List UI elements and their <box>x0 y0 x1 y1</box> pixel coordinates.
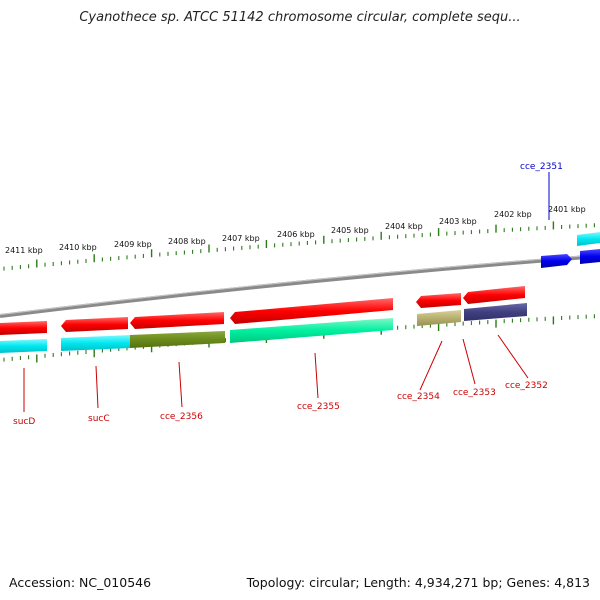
cds-bar-cce-2354 <box>417 310 461 326</box>
cds-bar-cce-2353 <box>464 303 527 321</box>
gene-label-succ[interactable]: sucC <box>88 414 110 424</box>
gene-label-cce-2355[interactable]: cce_2355 <box>297 402 340 412</box>
map-title: Cyanothece sp. ATCC 51142 chromosome cir… <box>79 10 521 25</box>
gene-label-cce-2351[interactable]: cce_2351 <box>520 162 563 172</box>
gene-arrow-cce-2356[interactable] <box>130 312 224 329</box>
accession-text: Accession: NC_010546 <box>9 575 152 590</box>
scale-label: 2411 kbp <box>5 246 43 255</box>
scale-label: 2407 kbp <box>222 234 260 243</box>
scale-label: 2409 kbp <box>114 240 152 249</box>
scale-label: 2405 kbp <box>331 226 369 235</box>
scale-ticks-outer <box>3 221 595 271</box>
gene-label-sucd[interactable]: sucD <box>13 417 35 427</box>
gene-label-cce-2354[interactable]: cce_2354 <box>397 392 440 402</box>
scale-label: 2410 kbp <box>59 243 97 252</box>
gene-arrow-sucd[interactable] <box>0 321 47 335</box>
gene-arrow-forward[interactable] <box>580 249 600 264</box>
label-leaders <box>23 172 550 412</box>
gene-arrow-succ[interactable] <box>61 317 128 332</box>
scale-label: 2408 kbp <box>168 237 206 246</box>
scale-labels: 2411 kbp 2410 kbp 2409 kbp 2408 kbp 2407… <box>5 205 586 255</box>
gene-label-cce-2356[interactable]: cce_2356 <box>160 412 203 422</box>
chromosome-backbone <box>0 254 600 318</box>
cds-bar-succ <box>61 335 130 351</box>
gene-label-cce-2353[interactable]: cce_2353 <box>453 388 496 398</box>
cds-bar-cce-2355 <box>230 318 393 343</box>
cds-bar-sucd <box>0 339 47 353</box>
cds-bar-forward <box>577 232 600 246</box>
gene-arrow-cce-2355[interactable] <box>230 298 393 324</box>
cds-bar-cce-2356 <box>130 331 225 348</box>
gene-arrow-cce-2353[interactable] <box>463 286 525 304</box>
scale-label: 2404 kbp <box>385 222 423 231</box>
scale-label: 2406 kbp <box>277 230 315 239</box>
gene-arrow-cce-2354[interactable] <box>416 293 461 308</box>
scale-label: 2401 kbp <box>548 205 586 214</box>
summary-text: Topology: circular; Length: 4,934,271 bp… <box>246 575 590 590</box>
gene-label-cce-2352[interactable]: cce_2352 <box>505 381 548 391</box>
gene-arrow-cce-2351[interactable] <box>541 254 572 268</box>
scale-label: 2402 kbp <box>494 210 532 219</box>
scale-label: 2403 kbp <box>439 217 477 226</box>
